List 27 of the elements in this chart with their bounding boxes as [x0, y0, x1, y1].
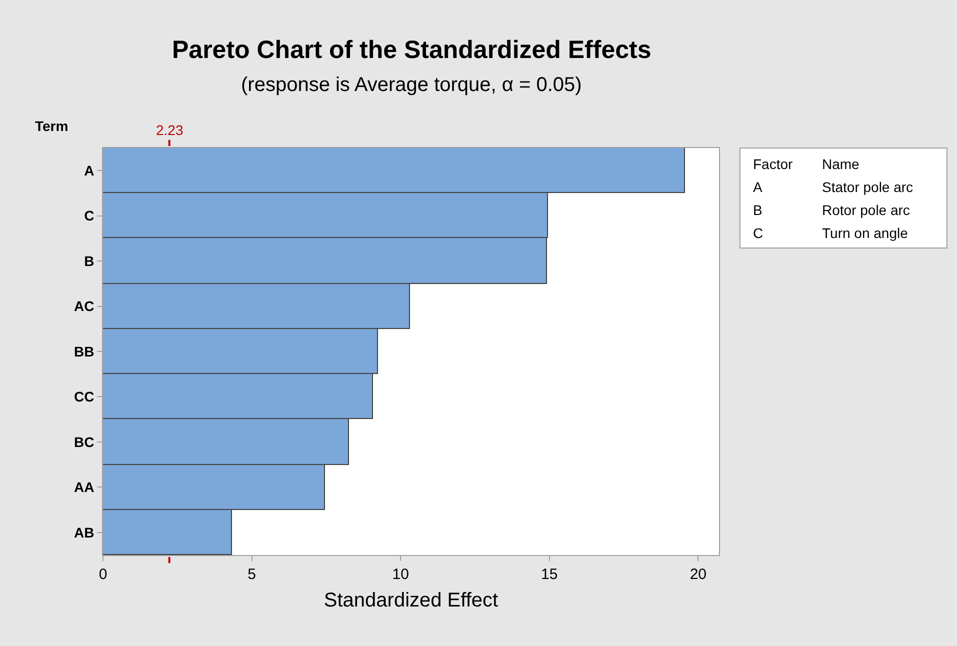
text: Stator pole arc — [822, 179, 914, 195]
x-axis-title: Standardized Effect — [324, 590, 499, 612]
y-tick-label: CC — [74, 388, 94, 405]
y-tick-label: BC — [74, 434, 94, 450]
y-tick-label: C — [84, 208, 94, 224]
text: Rotor pole arc — [822, 202, 910, 218]
x-tick-label: 0 — [98, 566, 108, 583]
y-axis-title: Term — [35, 118, 68, 134]
x-tick-label: 15 — [541, 566, 558, 583]
x-tick-label: 20 — [690, 566, 707, 583]
chart-subtitle: (response is Average torque, α = 0.05) — [241, 74, 582, 96]
y-tick-label: B — [84, 252, 94, 269]
y-tick-label: A — [84, 162, 94, 179]
y-tick-label: AA — [74, 479, 94, 496]
text: Name — [822, 156, 860, 172]
chart-title: Pareto Chart of the Standardized Effects — [172, 36, 652, 64]
text: B — [753, 202, 762, 218]
ref-line-label: 2.23 — [156, 122, 184, 138]
y-tick-label: AC — [74, 298, 94, 314]
x-tick-label: 5 — [248, 566, 256, 583]
text: Factor — [753, 156, 794, 172]
x-tick-label: 10 — [392, 566, 409, 583]
text: Turn on angle — [822, 225, 908, 241]
text: A — [753, 179, 763, 195]
y-tick-label: AB — [74, 524, 94, 540]
y-tick-label: BB — [74, 343, 94, 360]
text: C — [753, 225, 764, 241]
